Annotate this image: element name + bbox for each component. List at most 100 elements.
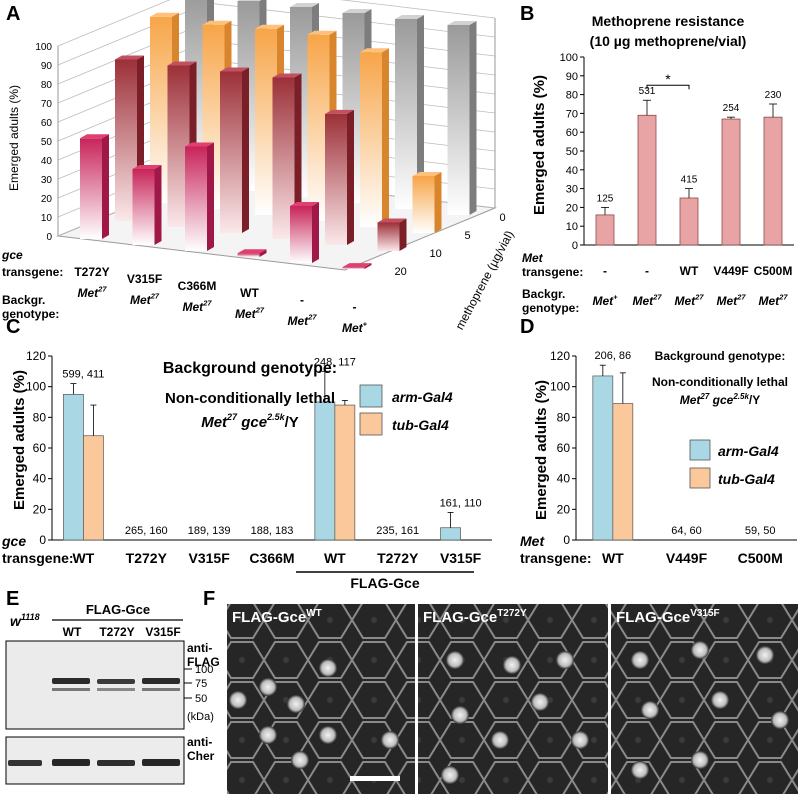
- d-box-line2: Met27 gce2.5k/Y: [680, 392, 761, 407]
- b-y-tick-label: 20: [566, 202, 578, 214]
- a-bar-top: [237, 249, 267, 254]
- f-nucleus: [441, 766, 459, 784]
- b-transgene-label: -: [645, 264, 649, 278]
- f-nucleus: [771, 711, 789, 729]
- a-bar-front: [325, 113, 347, 246]
- a-bar-side: [154, 165, 162, 245]
- a-y-tick-label: 70: [41, 99, 53, 110]
- a-bar-top: [237, 0, 262, 1]
- e-blot1-band-wt-main: [52, 678, 90, 684]
- d-bars: 206, 86 64, 60 59, 50: [592, 350, 775, 541]
- d-y-axis-label: Emerged adults (%): [533, 380, 550, 520]
- b-n-label: 230: [765, 90, 782, 101]
- a-depth-axis-label: methoprene (µg/vial): [452, 228, 516, 332]
- a-bar-side: [364, 263, 372, 269]
- a-row1-header: gce: [1, 248, 23, 262]
- c-category-label: T272Y: [377, 550, 419, 566]
- a-bar-front: [80, 138, 102, 239]
- d-legend-swatch-tub: [689, 467, 711, 489]
- c-y-tick-label: 100: [26, 380, 46, 394]
- a-bar: [360, 48, 389, 228]
- a-y-tick-label: 60: [41, 118, 53, 129]
- b-genotype-label: Met27: [717, 293, 747, 308]
- a-bar-front: [290, 206, 312, 263]
- c-box-line2: Met27 gce2.5k/Y: [201, 412, 299, 431]
- d-row-header-gene: Met: [520, 533, 545, 549]
- panel-a-3d-bar-chart: Emerged adults (%) 010203040506070809010…: [1, 0, 517, 335]
- a-bar-side: [259, 249, 267, 257]
- a-gridline-left: [57, 0, 171, 47]
- c-legend-swatch-arm: [359, 384, 383, 408]
- b-bar: [679, 197, 699, 246]
- a-bar-side: [207, 142, 214, 251]
- a-bar-side: [312, 202, 319, 263]
- b-y-tick-label: 40: [566, 165, 578, 177]
- b-transgene-label: -: [603, 264, 607, 278]
- a-bar-front: [412, 176, 435, 233]
- c-y-tick-label: 0: [39, 533, 46, 547]
- a-bar-top: [255, 24, 284, 29]
- a-y-tick-label: 80: [41, 80, 53, 91]
- a-bar-top: [185, 142, 214, 147]
- a-bar: [220, 67, 249, 233]
- f-scale-bar: [350, 776, 400, 781]
- f-nucleus: [631, 651, 649, 669]
- c-y-tick-label: 60: [33, 441, 47, 455]
- a-y-tick-labels: 0 10 20 30 40 50 60 70 80 90 100: [35, 42, 52, 243]
- c-category-labels: WT T272Y V315F C366M WT T272Y V315F: [73, 550, 482, 566]
- a-bar-side: [434, 172, 442, 233]
- d-row-header-transgene: transgene:: [520, 550, 592, 566]
- d-bar: [592, 375, 614, 541]
- a-y-tick-label: 0: [46, 232, 52, 243]
- b-transgene-label: WT: [680, 264, 699, 278]
- a-bar-top: [412, 172, 442, 176]
- b-bars: 125 531 415 254 230 *: [595, 71, 783, 246]
- a-bar: [237, 249, 267, 257]
- c-n-label: 235, 161: [376, 525, 419, 537]
- e-blot1-band-t272y-lower: [97, 688, 135, 691]
- e-unit: (kDa): [187, 711, 214, 723]
- c-category-label: V315F: [189, 550, 231, 566]
- f-nucleus: [446, 651, 464, 669]
- d-category-label: WT: [602, 550, 624, 566]
- d-y-tick-label: 40: [557, 472, 571, 486]
- a-bar-front: [377, 222, 400, 251]
- f-image-wt: [227, 604, 415, 794]
- a-bar-front: [132, 169, 155, 245]
- b-y-axis-label: Emerged adults (%): [531, 75, 548, 215]
- a-bar-top: [307, 30, 337, 35]
- c-n-label: 265, 160: [125, 525, 168, 537]
- panel-letter-d: D: [520, 316, 534, 338]
- a-bar: [290, 202, 319, 263]
- e-blot2-band-v315f: [142, 759, 180, 766]
- a-category-labels: T272Y Met27 V315F Met27 C366M Met27 WT Met27 - Me…: [74, 265, 367, 335]
- c-legend-label-arm: arm-Gal4: [392, 389, 453, 405]
- f-nucleus: [319, 726, 337, 744]
- a-bar-front: [272, 77, 295, 239]
- b-row1-header-transgene: transgene:: [522, 265, 583, 279]
- a-bar-side: [417, 15, 424, 209]
- c-category-label: V315F: [440, 550, 482, 566]
- f-image-t272y: [418, 604, 608, 794]
- c-bar: [440, 527, 461, 541]
- a-y-tick-label: 90: [41, 61, 53, 72]
- f-nucleus: [319, 659, 337, 677]
- a-bar-top: [360, 48, 389, 53]
- e-blot2-band-wt: [52, 759, 90, 766]
- a-bar-top: [325, 109, 354, 114]
- e-blot1-band-v315f-lower: [142, 688, 180, 691]
- a-y-tick-label: 100: [35, 42, 52, 53]
- a-bar-side: [399, 218, 407, 251]
- d-y-tick-label: 120: [550, 349, 570, 363]
- a-bar-side: [469, 21, 477, 215]
- a-genotype-label: Met27: [235, 306, 265, 321]
- c-bar: [314, 401, 336, 541]
- a-bar-front: [255, 28, 277, 215]
- c-n-label: 188, 183: [251, 525, 294, 537]
- f-nucleus: [451, 706, 469, 724]
- a-gridline-left: [57, 2, 209, 66]
- e-marker-100: 100: [195, 664, 213, 676]
- a-bar-front: [237, 253, 260, 257]
- b-y-tick-label: 80: [566, 90, 578, 102]
